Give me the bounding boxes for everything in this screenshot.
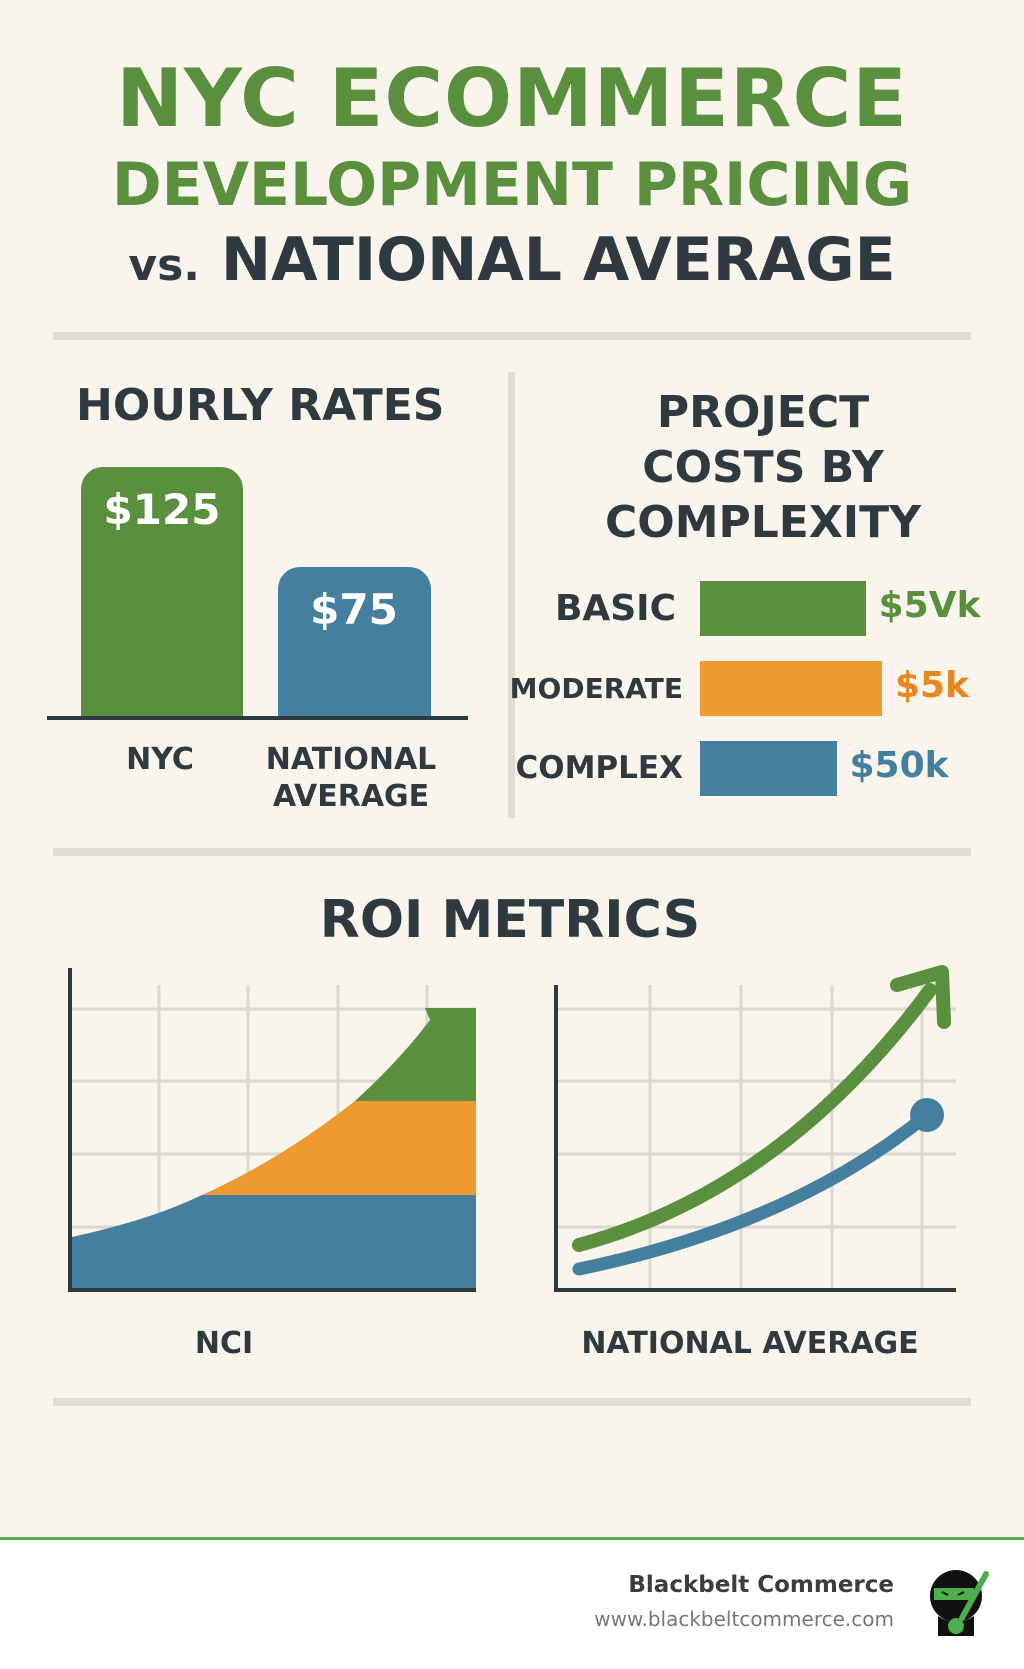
roi-left-xlabel: NCI — [194, 1326, 254, 1361]
bar-complex — [700, 741, 837, 796]
bar-nyc — [81, 467, 243, 718]
value-label-moderate: $5k — [895, 665, 970, 706]
title-line: PROJECT — [656, 387, 870, 438]
brand-name: Blackbelt Commerce — [628, 1572, 894, 1598]
title-line: COMPLEXITY — [605, 497, 921, 548]
category-label-national-average: NATIONAL AVERAGE — [266, 741, 437, 815]
roi-line-chart — [554, 965, 956, 1292]
title-vs: vs. — [128, 240, 201, 291]
bar-national-average — [278, 567, 431, 718]
hourly-rates-title: HOURLY RATES — [76, 380, 445, 431]
title-line-2: DEVELOPMENT PRICING — [111, 150, 913, 220]
line-series-blue — [572, 1108, 934, 1276]
line-series-green — [572, 983, 937, 1252]
arrow-head-icon — [890, 965, 951, 1029]
category-label-line: NATIONAL — [265, 742, 437, 777]
vertical-divider — [508, 372, 515, 818]
area-series-orange — [202, 1101, 476, 1195]
title-national-average: NATIONAL AVERAGE — [220, 225, 896, 295]
line-end-point — [910, 1098, 944, 1132]
title-line: COSTS BY — [642, 442, 884, 493]
roi-metrics-title: ROI METRICS — [319, 890, 701, 950]
area-series-blue — [72, 1195, 476, 1290]
category-label-moderate: MODERATE — [509, 672, 683, 705]
category-label-basic: BASIC — [554, 588, 676, 629]
value-label-complex: $50k — [849, 745, 949, 786]
category-label-complex: COMPLEX — [515, 750, 683, 786]
brand-url[interactable]: www.blackbeltcommerce.com — [594, 1607, 894, 1631]
value-label-basic: $5Vk — [878, 585, 981, 626]
divider — [53, 332, 971, 340]
axes — [68, 968, 476, 1292]
data-label-nyc: $125 — [103, 485, 221, 534]
divider — [53, 848, 971, 856]
project-costs-title: PROJECT COSTS BY COMPLEXITY — [605, 385, 921, 550]
footer: Blackbelt Commerce www.blackbeltcommerce… — [0, 1537, 1024, 1669]
area-series-green — [355, 1008, 476, 1101]
roi-right-xlabel: NATIONAL AVERAGE — [581, 1326, 919, 1361]
roi-area-chart — [68, 968, 476, 1292]
title-line-3: vs. NATIONAL AVERAGE — [128, 225, 895, 295]
bar-basic — [700, 581, 866, 636]
baseline — [47, 716, 468, 720]
title-line-1: NYC ECOMMERCE — [116, 52, 908, 145]
divider — [53, 1398, 971, 1406]
ninja-logo-icon — [930, 1570, 989, 1636]
axes — [554, 985, 956, 1292]
category-label-nyc: NYC — [126, 742, 194, 777]
bar-moderate — [700, 661, 882, 716]
category-label-line: AVERAGE — [272, 779, 430, 814]
data-label-national-average: $75 — [310, 585, 398, 635]
